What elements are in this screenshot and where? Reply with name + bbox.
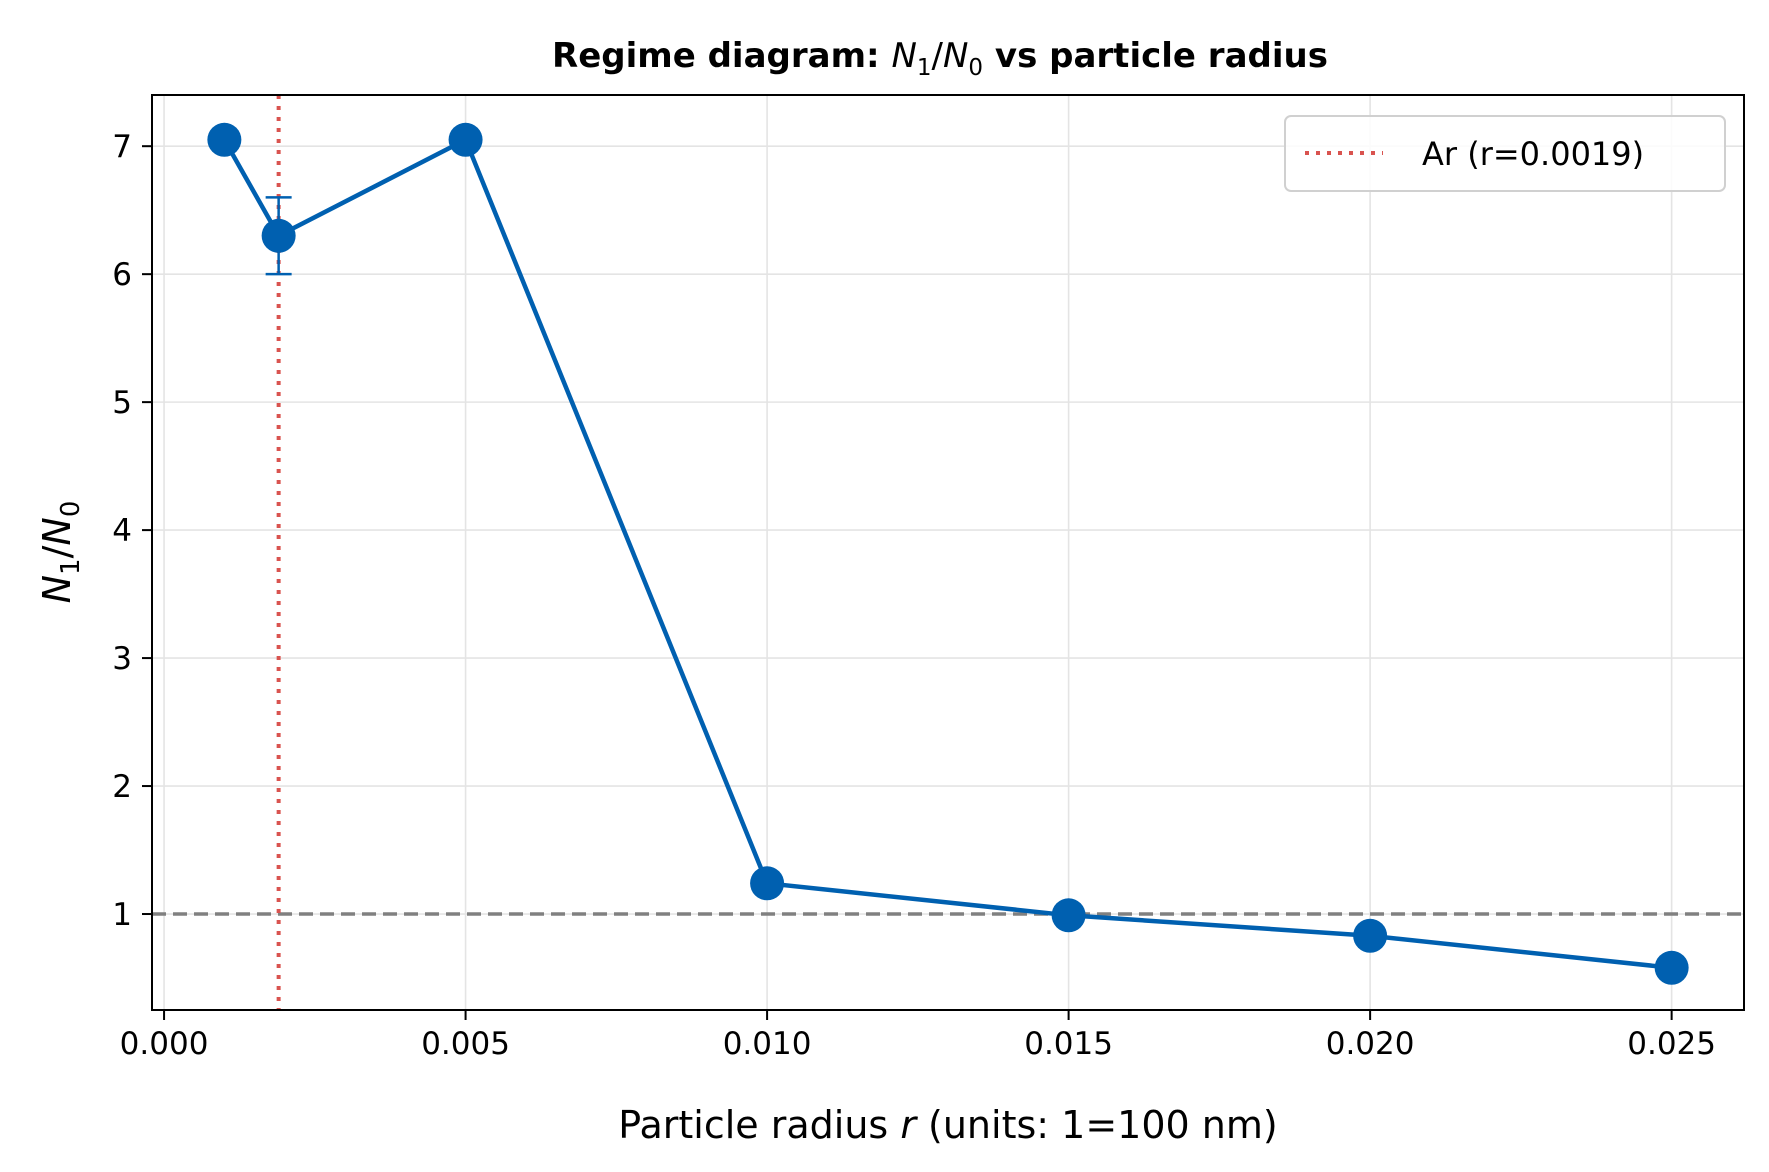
x-axis-label: Particle radius r (units: 1=100 nm) (618, 1103, 1277, 1147)
y-tick-label: 7 (112, 129, 132, 165)
data-point (261, 218, 296, 253)
y-tick-label: 5 (112, 385, 132, 421)
data-series (207, 122, 1689, 985)
data-point (448, 122, 483, 157)
data-point (1654, 950, 1689, 985)
x-tick-label: 0.000 (120, 1026, 209, 1062)
x-tick-label: 0.005 (421, 1026, 510, 1062)
x-tick-label: 0.025 (1627, 1026, 1716, 1062)
x-tick-label: 0.015 (1024, 1026, 1113, 1062)
chart-title: Regime diagram: N1/N0 vs particle radius (552, 36, 1328, 81)
legend-box (1284, 115, 1726, 192)
x-axis-ticks: 0.000 0.005 0.010 0.015 0.020 0.025 (120, 1010, 1716, 1062)
data-point (1051, 898, 1086, 933)
series-line (222, 137, 1672, 971)
legend: Ar (r=0.0019) (1284, 115, 1726, 192)
x-tick-label: 0.010 (723, 1026, 812, 1062)
y-tick-label: 3 (112, 641, 132, 677)
legend-label-ar: Ar (r=0.0019) (1422, 135, 1644, 173)
y-tick-label: 2 (112, 769, 132, 805)
y-axis-ticks: 1 2 3 4 5 6 7 (112, 129, 152, 933)
plot-frame (151, 94, 1745, 1011)
grid (152, 95, 1744, 1010)
data-point (207, 122, 242, 157)
data-point (750, 866, 785, 901)
x-tick-label: 0.020 (1326, 1026, 1415, 1062)
y-tick-label: 1 (112, 897, 132, 933)
y-tick-label: 4 (112, 513, 132, 549)
reference-lines (152, 95, 1744, 1010)
y-axis-label: N1/N0 (35, 501, 86, 604)
data-point (1353, 918, 1388, 953)
y-tick-label: 6 (112, 257, 132, 293)
